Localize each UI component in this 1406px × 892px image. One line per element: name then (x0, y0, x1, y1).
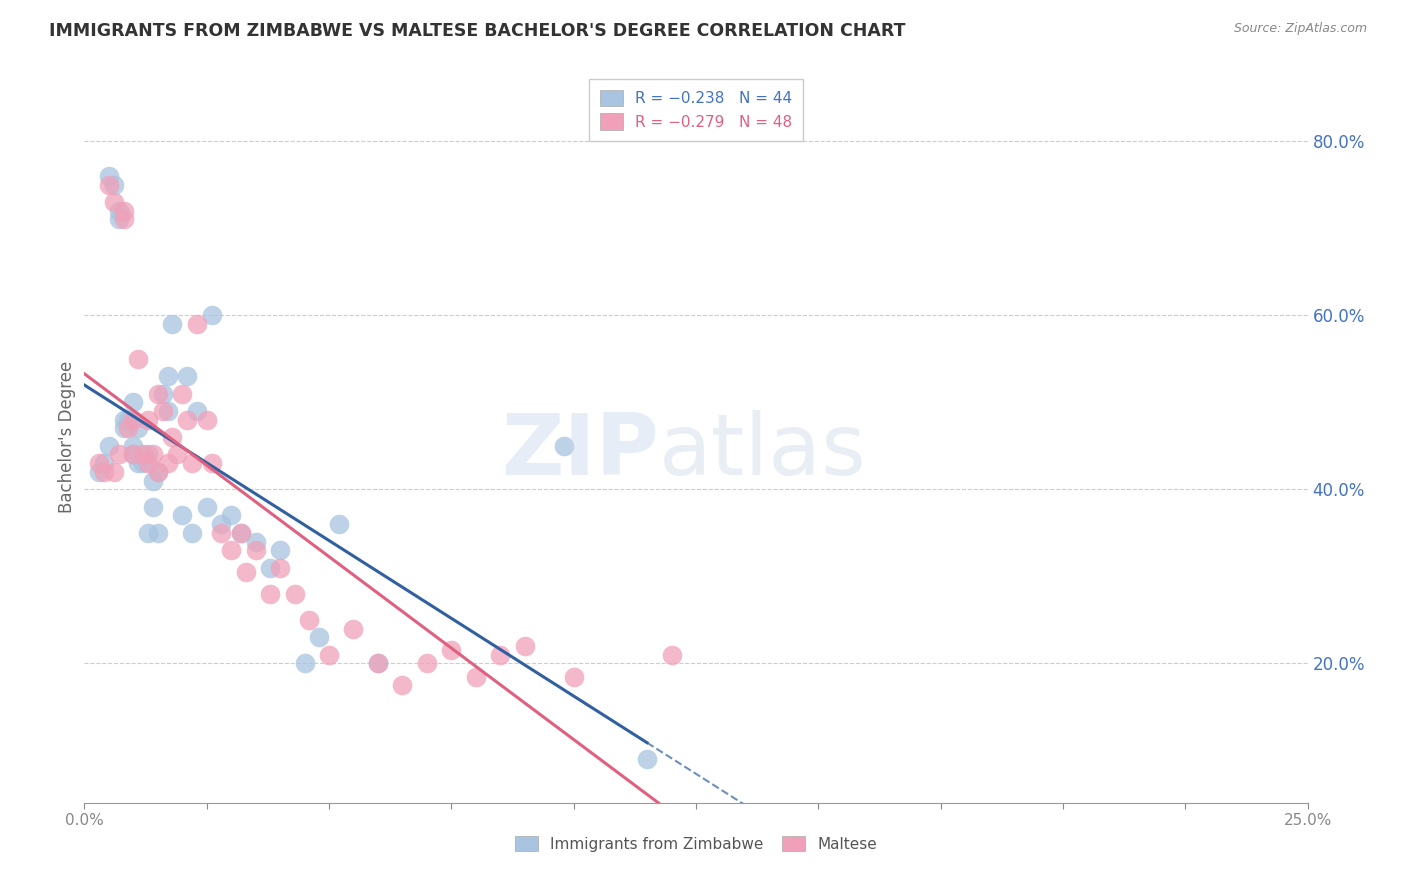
Point (122, 412, 145, 426)
Point (142, 474, 165, 488)
Point (219, 508, 242, 523)
Point (142, 448, 165, 462)
Point (245, 534, 267, 549)
Point (107, 212, 129, 227)
Point (122, 448, 145, 462)
Point (513, 639, 536, 653)
Text: ZIP: ZIP (502, 410, 659, 493)
Point (97, 169, 120, 183)
Point (176, 412, 198, 426)
Point (112, 421, 135, 435)
Point (269, 560, 291, 574)
Point (562, 669, 585, 683)
Point (156, 369, 179, 384)
Point (308, 631, 330, 645)
Point (209, 525, 232, 540)
Point (122, 439, 145, 453)
Point (112, 203, 135, 218)
Point (162, 430, 184, 444)
Point (284, 587, 307, 601)
Point (176, 369, 198, 384)
Point (259, 560, 281, 574)
Text: Source: ZipAtlas.com: Source: ZipAtlas.com (1233, 22, 1367, 36)
Point (200, 456, 222, 470)
Point (127, 421, 149, 435)
Point (87, 456, 110, 470)
Point (146, 525, 169, 540)
Point (367, 657, 389, 671)
Point (127, 351, 149, 366)
Point (93, 465, 115, 479)
Point (103, 178, 125, 192)
Point (117, 412, 139, 426)
Point (112, 212, 135, 227)
Point (298, 613, 321, 627)
Text: atlas: atlas (659, 410, 868, 493)
Point (294, 657, 316, 671)
Point (186, 317, 208, 331)
Point (489, 648, 512, 662)
Point (661, 648, 683, 662)
Point (117, 421, 139, 435)
Point (136, 448, 159, 462)
Point (156, 456, 179, 470)
Point (181, 456, 204, 470)
Point (142, 500, 165, 514)
Point (245, 543, 267, 558)
Point (166, 448, 188, 462)
Point (87, 465, 110, 479)
Point (152, 404, 174, 418)
Point (200, 308, 222, 322)
Y-axis label: Bachelor's Degree: Bachelor's Degree (58, 361, 76, 513)
Point (269, 543, 291, 558)
Point (132, 456, 155, 470)
Point (146, 465, 169, 479)
Point (416, 657, 439, 671)
Point (342, 622, 364, 636)
Point (103, 465, 125, 479)
Point (219, 543, 242, 558)
Point (156, 404, 179, 418)
Point (328, 517, 350, 532)
Point (162, 317, 184, 331)
Point (122, 395, 145, 409)
Point (229, 525, 252, 540)
Point (136, 412, 159, 426)
Point (195, 500, 218, 514)
Point (122, 448, 145, 462)
Point (132, 448, 155, 462)
Point (136, 525, 159, 540)
Text: IMMIGRANTS FROM ZIMBABWE VS MALTESE BACHELOR'S DEGREE CORRELATION CHART: IMMIGRANTS FROM ZIMBABWE VS MALTESE BACH… (49, 22, 905, 40)
Point (235, 565, 257, 579)
Point (195, 412, 218, 426)
Point (391, 678, 413, 692)
Point (464, 669, 486, 683)
Point (93, 456, 115, 470)
Point (367, 657, 389, 671)
Legend: Immigrants from Zimbabwe, Maltese: Immigrants from Zimbabwe, Maltese (506, 827, 886, 861)
Point (107, 203, 129, 218)
Point (146, 386, 169, 401)
Point (136, 456, 159, 470)
Point (172, 508, 194, 523)
Point (186, 404, 208, 418)
Point (172, 386, 194, 401)
Point (209, 517, 232, 532)
Point (181, 525, 204, 540)
Point (229, 525, 252, 540)
Point (440, 643, 463, 657)
Point (97, 178, 120, 192)
Point (259, 587, 281, 601)
Point (318, 648, 340, 662)
Point (107, 448, 129, 462)
Point (553, 439, 575, 453)
Point (152, 386, 174, 401)
Point (97, 439, 120, 453)
Point (146, 465, 169, 479)
Point (127, 456, 149, 470)
Point (103, 194, 125, 209)
Point (112, 412, 135, 426)
Point (636, 752, 658, 766)
